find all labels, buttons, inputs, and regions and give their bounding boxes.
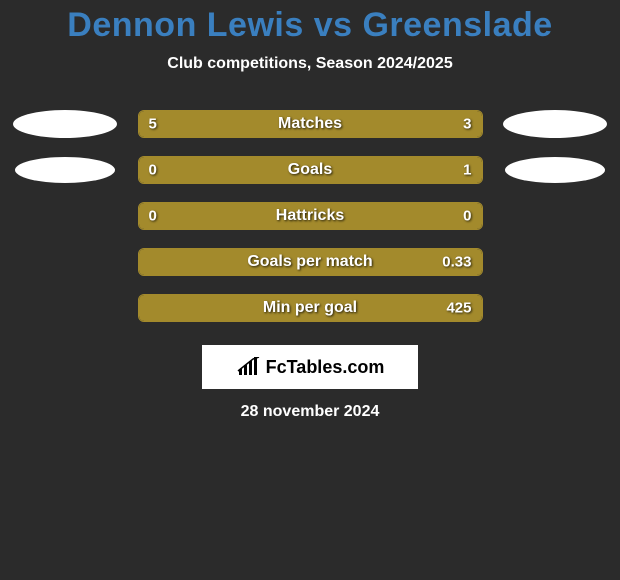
stat-label: Hattricks — [276, 207, 344, 225]
stat-row-matches: 5 Matches 3 — [0, 101, 620, 147]
val-right: 1 — [463, 162, 471, 179]
val-left: 0 — [149, 208, 157, 225]
brand-badge[interactable]: FcTables.com — [202, 345, 418, 389]
avatar-left-col — [0, 110, 130, 138]
club-right-avatar — [505, 157, 605, 183]
page-title: Dennon Lewis vs Greenslade — [0, 6, 620, 45]
subtitle: Club competitions, Season 2024/2025 — [0, 55, 620, 73]
val-right: 425 — [446, 300, 471, 317]
bar-track-mpg: Min per goal 425 — [138, 294, 483, 322]
bar-col: 0 Goals 1 — [130, 156, 490, 184]
bar-right-fill — [200, 157, 481, 183]
val-left: 0 — [149, 162, 157, 179]
stat-label: Matches — [278, 115, 342, 133]
avatar-left-col — [0, 157, 130, 183]
bar-track-gpm: Goals per match 0.33 — [138, 248, 483, 276]
avatar-right-col — [490, 110, 620, 138]
stat-row-mpg: Min per goal 425 — [0, 285, 620, 331]
player-left-avatar — [13, 110, 117, 138]
stat-label: Goals per match — [247, 253, 372, 271]
stat-label: Goals — [288, 161, 332, 179]
chart-icon — [236, 357, 262, 377]
stat-label: Min per goal — [263, 299, 357, 317]
bar-track-goals: 0 Goals 1 — [138, 156, 483, 184]
val-right: 0.33 — [442, 254, 471, 271]
player-right-avatar — [503, 110, 607, 138]
stats-card: Dennon Lewis vs Greenslade Club competit… — [0, 0, 620, 421]
date-text: 28 november 2024 — [0, 403, 620, 421]
stat-row-hattricks: 0 Hattricks 0 — [0, 193, 620, 239]
bar-col: 0 Hattricks 0 — [130, 202, 490, 230]
stat-row-gpm: Goals per match 0.33 — [0, 239, 620, 285]
brand-text: FcTables.com — [266, 357, 385, 378]
bar-col: 5 Matches 3 — [130, 110, 490, 138]
val-right: 3 — [463, 116, 471, 133]
bar-track-hattricks: 0 Hattricks 0 — [138, 202, 483, 230]
bar-track-matches: 5 Matches 3 — [138, 110, 483, 138]
val-left: 5 — [149, 116, 157, 133]
club-left-avatar — [15, 157, 115, 183]
avatar-right-col — [490, 157, 620, 183]
stat-row-goals: 0 Goals 1 — [0, 147, 620, 193]
bar-col: Min per goal 425 — [130, 294, 490, 322]
bar-col: Goals per match 0.33 — [130, 248, 490, 276]
val-right: 0 — [463, 208, 471, 225]
